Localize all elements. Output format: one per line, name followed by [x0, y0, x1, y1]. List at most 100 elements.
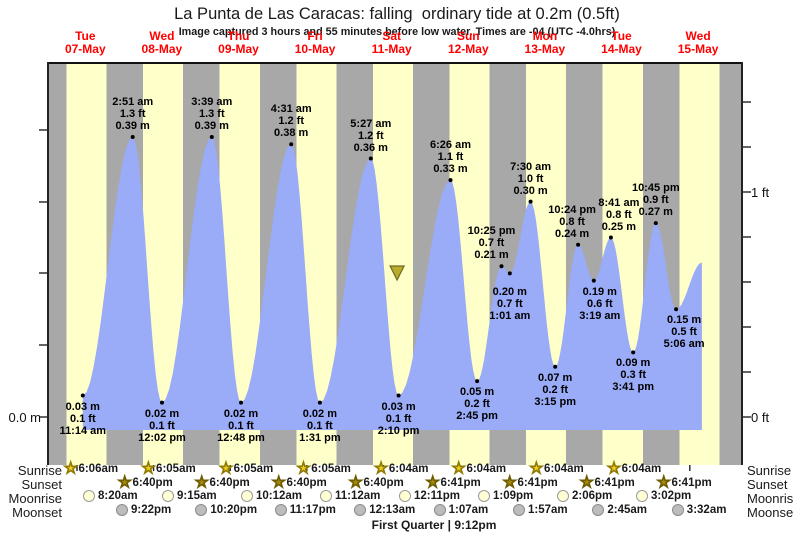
moonset-circle-icon [592, 504, 605, 516]
sunrise-time: 6:04am [544, 463, 584, 475]
day-label: Wed 08-May [141, 29, 183, 56]
moonset-entry: 11:17pm [274, 504, 336, 516]
sunset-entry: ★ 6:41pm [579, 475, 635, 491]
tide-annotation-low: 0.02 m 0.1 ft 12:02 pm [138, 407, 186, 444]
tide-extreme-dot [499, 264, 504, 269]
tide-extreme-dot [528, 199, 533, 204]
tide-annotation-low: 0.02 m 0.1 ft 12:48 pm [217, 407, 265, 444]
tide-annotation-high: 7:30 am 1.0 ft 0.30 m [510, 160, 552, 197]
moonset-time: 1:07am [448, 504, 489, 516]
sunset-star-icon: ★ [348, 474, 363, 491]
moonset-entry: 1:57am [513, 504, 568, 516]
sunset-time: 6:40pm [363, 477, 404, 489]
sunrise-star-icon: ★ [607, 460, 621, 477]
moonrise-circle-icon [636, 490, 648, 502]
sunset-time: 6:40pm [209, 477, 250, 489]
tide-extreme-dot [576, 242, 581, 247]
sunrise-star-icon: ★ [219, 460, 233, 477]
tide-annotation-high: 4:31 am 1.2 ft 0.38 m [270, 103, 312, 140]
moonrise-time: 11:12am [335, 490, 381, 502]
sunset-entry: ★ 6:40pm [348, 474, 404, 491]
tide-annotation-high: 2:51 am 1.3 ft 0.39 m [112, 96, 154, 132]
astro-row-moonset: Moonset Moonset 9:22pm 10:20pm 11:17pm 12:13a… [0, 504, 793, 520]
sunrise-entry: ★ 6:04am [529, 461, 584, 477]
tide-annotation-low: 0.09 m 0.3 ft 3:41 pm [612, 357, 654, 394]
sunset-star-icon: ★ [656, 474, 671, 491]
moonset-circle-icon [354, 504, 367, 516]
tide-extreme-dot [674, 307, 679, 312]
moonrise-circle-icon [241, 490, 253, 502]
tide-extreme-dot [631, 350, 636, 355]
day-label: Sun 12-May [447, 29, 489, 56]
moonrise-time: 8:20am [98, 490, 138, 502]
astro-row-label-left: Sunrise [17, 463, 62, 478]
sunrise-star-icon: ★ [451, 460, 466, 477]
tide-extreme-dot [475, 379, 480, 384]
sunrise-time: 6:04am [388, 463, 429, 475]
day-label: Fri 10-May [294, 29, 336, 56]
tide-extreme-dot [653, 221, 658, 226]
moonrise-time: 10:12am [256, 490, 303, 502]
y-axis-right-label-1ft: 1 ft [751, 185, 770, 200]
tide-annotation-low: 0.05 m 0.2 ft 2:45 pm [456, 386, 498, 423]
moonrise-entry: 10:12am [241, 490, 302, 502]
sunset-entry: ★ 6:40pm [194, 474, 250, 491]
tide-annotation-high: 6:26 am 1.1 ft 0.33 m [430, 139, 471, 176]
sunset-star-icon: ★ [502, 474, 517, 491]
sunrise-star-icon: ★ [374, 460, 388, 477]
day-label: Tue 14-May [601, 29, 642, 56]
tide-annotation-high: 8:41 am 0.8 ft 0.25 m [598, 196, 640, 233]
sunrise-entry: ★ 6:06am [63, 461, 119, 477]
sunrise-star-icon: ★ [141, 460, 156, 477]
tide-curve [82, 137, 702, 430]
moonrise-time: 1:09pm [493, 490, 534, 502]
moonset-entry: 10:20pm [195, 504, 257, 516]
day-label: Wed 15-May [677, 29, 719, 56]
tide-extreme-dot [591, 278, 596, 283]
tide-annotation-low: 0.07 m 0.2 ft 3:15 pm [534, 371, 576, 408]
moonrise-entry: 8:20am [83, 490, 138, 502]
tide-extreme-dot [608, 235, 613, 240]
chart-subtitle: Image captured 3 hours and 55 minutes be… [178, 26, 616, 38]
current-time-marker-icon [389, 265, 406, 282]
moonrise-time: 12:11pm [414, 490, 461, 502]
sunset-star-icon: ★ [194, 474, 209, 491]
sunrise-time: 6:04am [621, 463, 662, 475]
tide-annotation-low: 0.20 m 0.7 ft 1:01 am [489, 286, 531, 323]
y-axis-right-label-0ft: 0 ft [751, 410, 770, 425]
tide-extreme-dot [553, 364, 558, 369]
moonset-time: 12:13am [369, 504, 416, 516]
sunset-time: 6:41pm [671, 477, 712, 489]
sunrise-time: 6:04am [466, 463, 507, 475]
moonset-time: 10:20pm [210, 504, 258, 516]
sunset-time: 6:41pm [594, 477, 635, 489]
sunrise-time: 6:06am [78, 463, 119, 475]
astro-row-label-right: Moonset [747, 505, 793, 520]
moonset-time: 3:32am [686, 504, 727, 516]
tide-extreme-dot [239, 400, 243, 405]
sunset-entry: ★ 6:41pm [502, 474, 557, 491]
moonrise-time: 2:06pm [572, 490, 613, 502]
astro-row-label-left: Sunset [21, 477, 62, 492]
moonset-time: 2:45am [607, 504, 648, 516]
moonset-circle-icon [274, 504, 287, 516]
moonset-entry: 1:07am [433, 504, 489, 516]
moonrise-time: 9:15am [177, 490, 217, 502]
tide-extreme-dot [209, 135, 214, 139]
sunset-star-icon: ★ [271, 474, 286, 491]
sunset-time: 6:40pm [286, 477, 327, 489]
moonset-time: 9:22pm [131, 504, 172, 516]
sunrise-entry: ★ 6:04am [607, 460, 662, 477]
y-axis-left-label: 0.0 m [8, 410, 41, 425]
tide-annotation-high: 3:39 am 1.3 ft 0.39 m [191, 96, 233, 132]
moonrise-time: 3:02pm [651, 490, 692, 502]
sunset-star-icon: ★ [117, 474, 132, 491]
moonrise-entry: 11:12am [320, 490, 380, 502]
tide-extreme-dot [368, 156, 373, 161]
moonset-entry: 12:13am [354, 504, 415, 516]
tide-extreme-dot [507, 271, 512, 276]
astro-row-sunrise: Sunrise Sunrise ★ 6:06am ★ 6:05am ★ 6:05am ★ 6:05… [0, 460, 793, 479]
sunset-entry: ★ 6:40pm [271, 474, 327, 491]
day-label: Tue 07-May [64, 29, 106, 56]
